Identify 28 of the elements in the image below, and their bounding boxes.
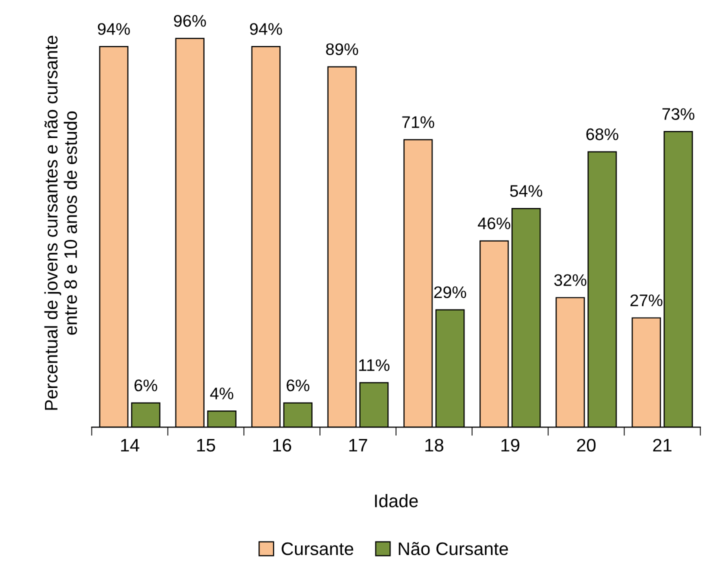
x-tick-label: 14 bbox=[121, 439, 140, 452]
data-label: 71% bbox=[402, 116, 434, 128]
legend-label: Não Cursante bbox=[398, 542, 508, 556]
x-tick-label: 16 bbox=[273, 438, 292, 452]
x-tick-label: 21 bbox=[653, 438, 672, 452]
x-tick-label: 19 bbox=[501, 438, 520, 452]
data-label: 73% bbox=[662, 108, 694, 120]
data-label: 96% bbox=[174, 14, 206, 27]
data-label: 27% bbox=[630, 294, 662, 306]
data-label: 4% bbox=[210, 388, 234, 400]
data-label: 94% bbox=[98, 23, 130, 35]
x-tick-label: 18 bbox=[425, 438, 444, 452]
data-label: 32% bbox=[554, 274, 586, 286]
data-label: 6% bbox=[286, 379, 310, 392]
data-label: 54% bbox=[510, 185, 542, 197]
x-axis-title: Idade bbox=[375, 494, 418, 508]
x-tick-label: 20 bbox=[577, 438, 596, 452]
data-label: 94% bbox=[250, 23, 282, 35]
data-label: 11% bbox=[359, 359, 390, 371]
data-label: 29% bbox=[434, 286, 466, 298]
data-label: 68% bbox=[586, 128, 618, 140]
x-tick-label: 15 bbox=[197, 439, 216, 452]
data-label: 46% bbox=[478, 217, 510, 230]
data-label: 6% bbox=[134, 379, 158, 392]
legend-label: Cursante bbox=[282, 542, 354, 556]
x-tick-label: 17 bbox=[349, 439, 368, 452]
data-label: 89% bbox=[326, 43, 358, 56]
y-axis-title: Percentual de jovens cursantes e não cursante entre 8 e 10 anos de estudo bbox=[44, 36, 78, 410]
